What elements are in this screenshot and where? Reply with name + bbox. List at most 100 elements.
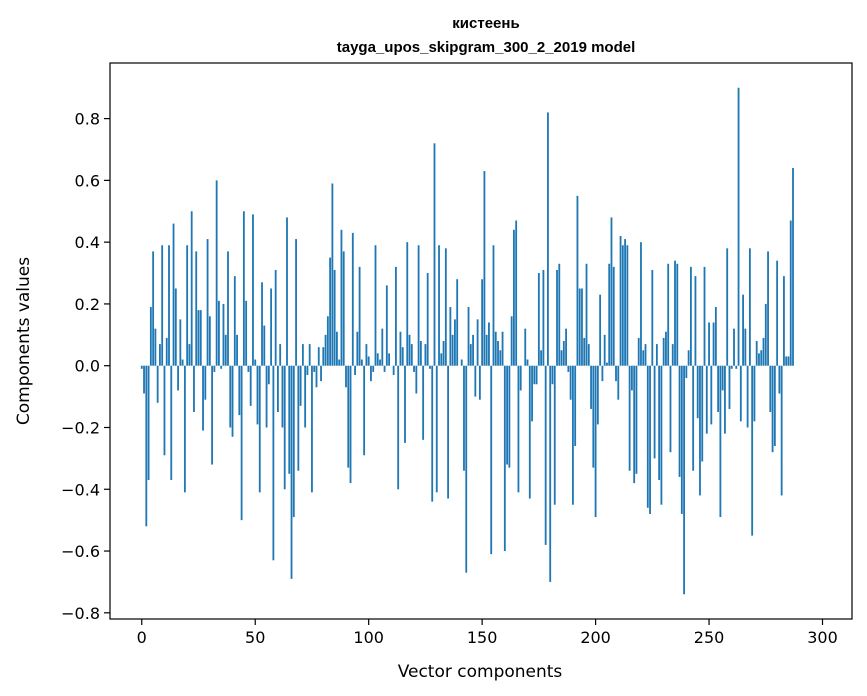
bar (667, 263, 670, 366)
bar (170, 365, 173, 480)
bar (208, 316, 211, 366)
bar (621, 245, 624, 366)
bar (431, 365, 434, 502)
bar (483, 171, 486, 366)
bar (612, 266, 615, 366)
bar (304, 365, 307, 428)
bar (524, 328, 527, 366)
bar (279, 344, 282, 366)
bar (463, 365, 465, 471)
bar (267, 365, 270, 385)
bar (594, 365, 597, 518)
bar (730, 365, 733, 369)
bar (478, 365, 481, 400)
bar (460, 359, 463, 366)
bar (619, 235, 622, 366)
bar (313, 365, 316, 372)
bar (152, 251, 155, 366)
bar (254, 359, 257, 366)
bar (637, 337, 640, 366)
bar (195, 251, 198, 366)
bar (517, 365, 520, 493)
bar (417, 245, 420, 366)
y-axis-label: Components values (14, 257, 34, 425)
bar (168, 245, 170, 366)
x-tick-label: 300 (807, 628, 838, 647)
bar (789, 220, 792, 366)
bar (780, 365, 783, 496)
bar (456, 279, 459, 366)
bar (649, 365, 651, 514)
bar (197, 310, 200, 366)
bar (329, 257, 332, 366)
bar (147, 365, 150, 480)
bar (351, 232, 354, 366)
bar (317, 347, 320, 366)
bar (354, 365, 356, 375)
bar (726, 248, 729, 366)
bar (263, 325, 266, 366)
bar (413, 365, 415, 372)
bar (156, 365, 159, 403)
bar (778, 365, 781, 394)
bar (222, 303, 225, 366)
bar (442, 341, 445, 366)
bar (746, 365, 749, 428)
bar (472, 334, 474, 366)
bar (186, 245, 189, 366)
bar (240, 365, 243, 521)
bar (444, 248, 447, 366)
bar (615, 365, 617, 382)
bar (467, 307, 470, 366)
bar (163, 365, 166, 456)
bar (324, 334, 327, 366)
bar (424, 344, 427, 366)
bar (771, 365, 774, 453)
bar (238, 365, 241, 416)
bar (215, 180, 218, 366)
bar (333, 269, 336, 366)
bar (531, 365, 533, 422)
bar (320, 365, 322, 382)
bar (299, 365, 302, 406)
x-axis-label: Vector components (398, 662, 563, 682)
bar (429, 365, 431, 369)
bar (751, 365, 754, 536)
bar (161, 245, 164, 366)
bar (662, 337, 665, 366)
bar (233, 276, 236, 366)
bar (231, 365, 234, 437)
bar (635, 365, 638, 474)
bar (676, 263, 679, 366)
y-tick-label: 0.8 (75, 110, 100, 129)
bar (658, 365, 661, 480)
bar (674, 260, 676, 366)
bar (606, 362, 608, 366)
bar (755, 341, 758, 366)
bar (145, 365, 148, 527)
bar (644, 344, 647, 366)
y-tick-label: −0.8 (61, 604, 100, 623)
bar (685, 365, 688, 379)
bar (177, 365, 179, 391)
bar (159, 344, 161, 366)
bar (149, 307, 152, 366)
bar (733, 328, 735, 366)
bar (599, 294, 602, 366)
bar (183, 365, 186, 493)
bar (583, 337, 586, 366)
bar (578, 288, 581, 366)
bar (274, 269, 277, 366)
bar (630, 365, 633, 391)
bar (347, 365, 350, 468)
bar (488, 322, 490, 366)
bar (236, 334, 238, 366)
bar (510, 316, 513, 366)
bar (376, 353, 379, 366)
bar (535, 365, 538, 385)
bar (753, 365, 756, 422)
bar (671, 344, 674, 366)
bar (447, 365, 450, 499)
